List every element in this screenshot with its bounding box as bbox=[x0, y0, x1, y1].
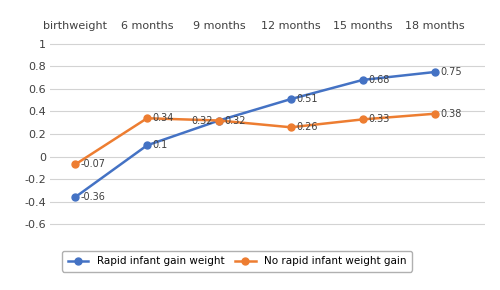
Text: 0.26: 0.26 bbox=[296, 122, 318, 132]
Line: No rapid infant weight gain: No rapid infant weight gain bbox=[72, 110, 438, 168]
No rapid infant weight gain bbox=[216, 119, 222, 122]
No rapid infant weight gain bbox=[360, 118, 366, 121]
Rapid infant gain weight bbox=[144, 144, 150, 147]
Rapid infant gain weight bbox=[216, 119, 222, 122]
No rapid infant weight gain bbox=[432, 112, 438, 115]
Text: 0.68: 0.68 bbox=[368, 75, 390, 85]
Rapid infant gain weight bbox=[72, 195, 78, 199]
Rapid infant gain weight bbox=[360, 78, 366, 82]
Text: 0.34: 0.34 bbox=[153, 113, 174, 123]
Text: 0.51: 0.51 bbox=[296, 94, 318, 104]
Text: -0.07: -0.07 bbox=[81, 160, 106, 169]
No rapid infant weight gain bbox=[72, 163, 78, 166]
Text: 0.33: 0.33 bbox=[368, 114, 390, 124]
Text: -0.36: -0.36 bbox=[81, 192, 106, 202]
Text: 0.75: 0.75 bbox=[440, 67, 462, 77]
Rapid infant gain weight bbox=[288, 97, 294, 101]
Line: Rapid infant gain weight: Rapid infant gain weight bbox=[72, 68, 438, 201]
Legend: Rapid infant gain weight, No rapid infant weight gain: Rapid infant gain weight, No rapid infan… bbox=[62, 251, 412, 271]
Text: 0.32: 0.32 bbox=[192, 115, 213, 126]
No rapid infant weight gain bbox=[288, 126, 294, 129]
Text: 0.1: 0.1 bbox=[153, 140, 168, 150]
Text: 0.32: 0.32 bbox=[224, 115, 246, 126]
Text: 0.38: 0.38 bbox=[440, 109, 462, 119]
Rapid infant gain weight bbox=[432, 70, 438, 74]
No rapid infant weight gain bbox=[144, 117, 150, 120]
